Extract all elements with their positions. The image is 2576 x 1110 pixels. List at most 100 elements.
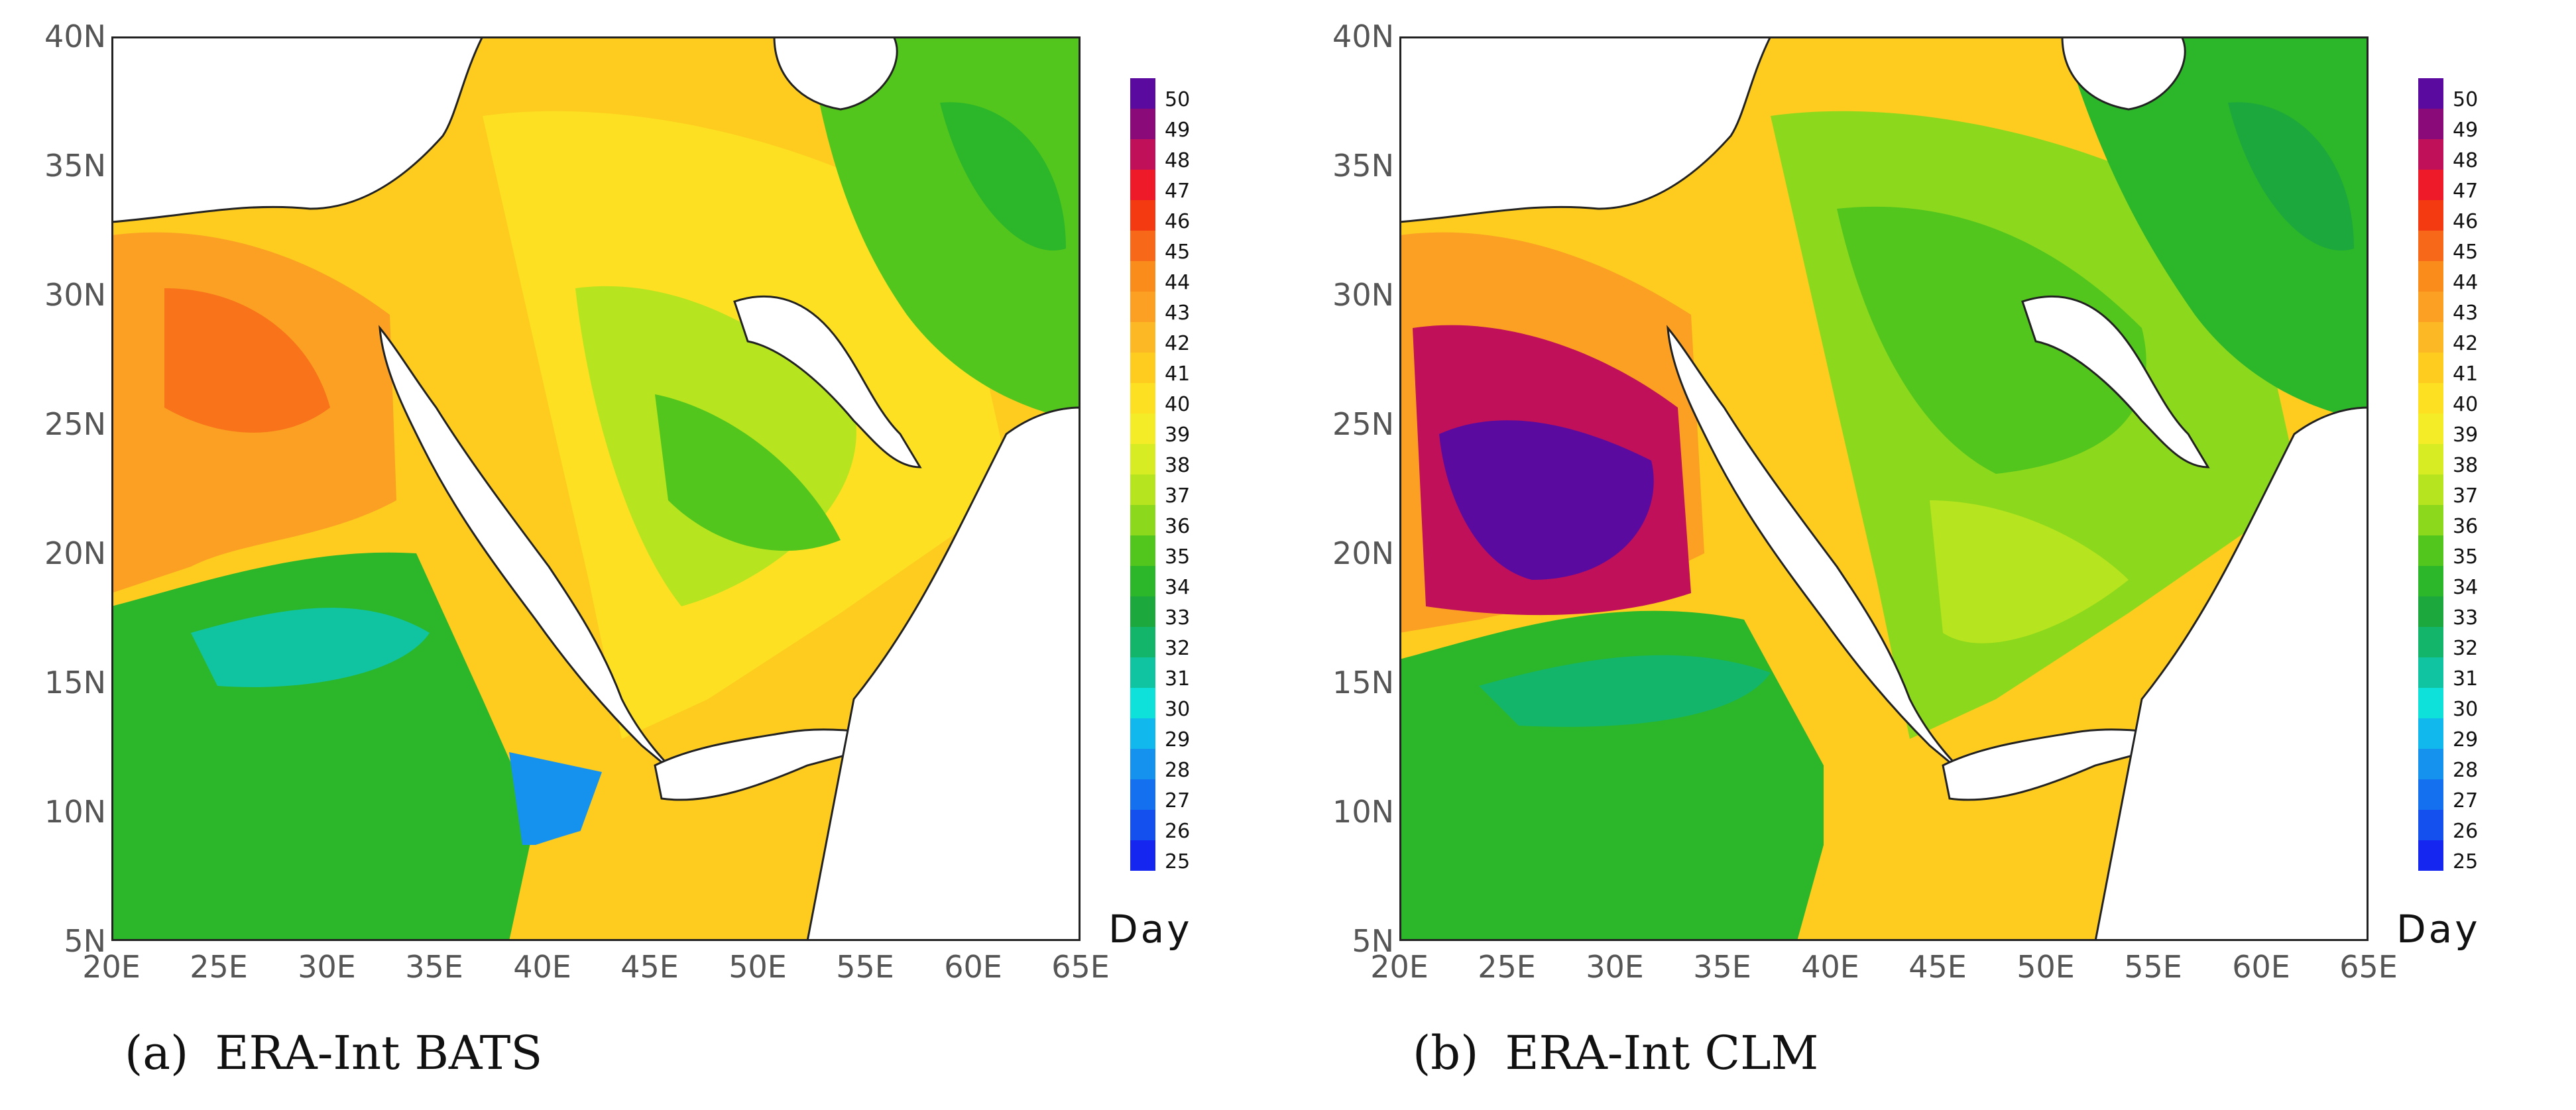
colorbar-level-label: 25 xyxy=(2453,850,2479,873)
x-label-45e: 45E xyxy=(1908,949,1967,985)
region-iran-dark xyxy=(940,102,1066,251)
map-area-b xyxy=(1399,36,2369,941)
colorbar-swatch xyxy=(2418,566,2443,596)
colorbar-level-label: 31 xyxy=(1165,667,1191,691)
colorbar-swatch xyxy=(2418,779,2443,810)
colorbar-swatch xyxy=(1130,109,1155,139)
colorbar-swatch xyxy=(1130,657,1155,688)
caption-tag-a: (a) xyxy=(125,1026,189,1080)
colorbar-swatch xyxy=(2418,322,2443,353)
colorbar-level-label: 42 xyxy=(2453,332,2479,355)
sea-red-sea xyxy=(379,325,683,780)
sea-arabian-sea xyxy=(806,406,1081,941)
x-label-40e: 40E xyxy=(513,949,571,985)
colorbar-swatch xyxy=(1130,414,1155,444)
y-label-10n: 10N xyxy=(44,794,106,830)
colorbar-level-label: 37 xyxy=(2453,484,2479,508)
y-label-35n: 35N xyxy=(1332,148,1394,184)
colorbar-swatch xyxy=(1130,688,1155,718)
sea-mediterranean xyxy=(1399,36,1772,223)
colorbar-swatch xyxy=(2418,718,2443,749)
region-somalia xyxy=(1797,779,2062,941)
x-label-35e: 35E xyxy=(1693,949,1751,985)
sea-mediterranean xyxy=(111,36,484,223)
colorbar-swatch xyxy=(2418,109,2443,139)
x-label-30e: 30E xyxy=(298,949,356,985)
colorbar-swatch xyxy=(1130,322,1155,353)
region-arabia-green-patch xyxy=(655,394,841,551)
colorbar-level-label: 29 xyxy=(2453,728,2479,751)
x-label-50e: 50E xyxy=(729,949,787,985)
sea-red-sea xyxy=(1667,325,1971,780)
colorbar-level-label: 40 xyxy=(1165,393,1191,416)
colorbar-swatch xyxy=(2418,78,2443,109)
y-label-20n: 20N xyxy=(44,535,106,571)
colorbar-swatch xyxy=(1130,749,1155,779)
panel-a: 40N 35N 30N 25N 20N 15N 10N 5N 20E 25E 3… xyxy=(44,21,1193,1080)
colorbar-a xyxy=(1130,78,1155,871)
caption-b: (b) ERA-Int CLM xyxy=(1413,1026,1818,1080)
colorbar-swatch xyxy=(1130,200,1155,231)
colorbar-level-label: 48 xyxy=(1165,149,1191,172)
colorbar-unit-a: Day xyxy=(1108,907,1193,952)
colorbar-swatch xyxy=(1130,840,1155,871)
colorbar-swatch xyxy=(2418,170,2443,200)
colorbar-swatch xyxy=(1130,231,1155,261)
sea-caspian xyxy=(773,36,898,111)
y-label-15n: 15N xyxy=(1332,665,1394,700)
colorbar-swatch xyxy=(2418,749,2443,779)
colorbar-swatch xyxy=(1130,444,1155,474)
colorbar-swatch xyxy=(2418,353,2443,383)
y-label-25n: 25N xyxy=(44,406,106,442)
colorbar-level-label: 39 xyxy=(2453,423,2479,447)
colorbar-swatch xyxy=(2418,444,2443,474)
colorbar-level-label: 47 xyxy=(1165,180,1191,203)
colorbar-swatch xyxy=(1130,383,1155,414)
colorbar-swatch xyxy=(1130,566,1155,596)
colorbar-level-label: 28 xyxy=(2453,759,2479,782)
region-arabia-central xyxy=(1837,206,2146,474)
colorbar-level-label: 32 xyxy=(1165,637,1191,660)
colorbar-level-label: 45 xyxy=(2453,241,2479,264)
colorbar-level-label: 39 xyxy=(1165,423,1191,447)
colorbar-swatch xyxy=(2418,139,2443,170)
colorbar-level-label: 26 xyxy=(1165,820,1191,843)
x-label-55e: 55E xyxy=(2124,949,2182,985)
x-label-20e: 20E xyxy=(1370,949,1429,985)
colorbar-swatch xyxy=(1130,170,1155,200)
x-label-60e: 60E xyxy=(944,949,1002,985)
y-label-30n: 30N xyxy=(44,277,106,313)
colorbar-level-label: 35 xyxy=(2453,545,2479,569)
colorbar-level-label: 46 xyxy=(2453,210,2479,233)
x-label-50e: 50E xyxy=(2017,949,2075,985)
x-label-40e: 40E xyxy=(1801,949,1859,985)
sea-arabian-sea xyxy=(2094,406,2369,941)
x-label-65e: 65E xyxy=(1051,949,1110,985)
colorbar-level-label: 45 xyxy=(1165,241,1191,264)
colorbar-swatch xyxy=(2418,231,2443,261)
panel-b: 40N 35N 30N 25N 20N 15N 10N 5N 20E 25E 3… xyxy=(1288,0,2576,1110)
sea-persian-gulf xyxy=(2021,295,2210,469)
region-arabia-south xyxy=(1930,500,2129,643)
colorbar-level-label: 49 xyxy=(2453,119,2479,142)
x-label-55e: 55E xyxy=(836,949,894,985)
colorbar-level-label: 26 xyxy=(2453,820,2479,843)
map-svg-b xyxy=(1399,36,2369,941)
colorbar-swatch xyxy=(1130,139,1155,170)
colorbar-swatch xyxy=(2418,292,2443,322)
colorbar-level-label: 46 xyxy=(1165,210,1191,233)
caption-title-a: ERA-Int BATS xyxy=(215,1026,543,1080)
colorbar-level-label: 44 xyxy=(2453,271,2479,294)
y-label-20n: 20N xyxy=(1332,535,1394,571)
x-label-20e: 20E xyxy=(82,949,141,985)
colorbar-level-label: 47 xyxy=(2453,180,2479,203)
colorbar-swatch xyxy=(1130,474,1155,505)
colorbar-level-label: 33 xyxy=(1165,606,1191,630)
colorbar-swatch xyxy=(1130,596,1155,627)
colorbar-swatch xyxy=(2418,200,2443,231)
colorbar-level-label: 40 xyxy=(2453,393,2479,416)
region-somalia xyxy=(509,779,774,941)
colorbar-level-label: 36 xyxy=(2453,515,2479,538)
region-sahara-core xyxy=(164,288,330,433)
x-label-65e: 65E xyxy=(2339,949,2398,985)
